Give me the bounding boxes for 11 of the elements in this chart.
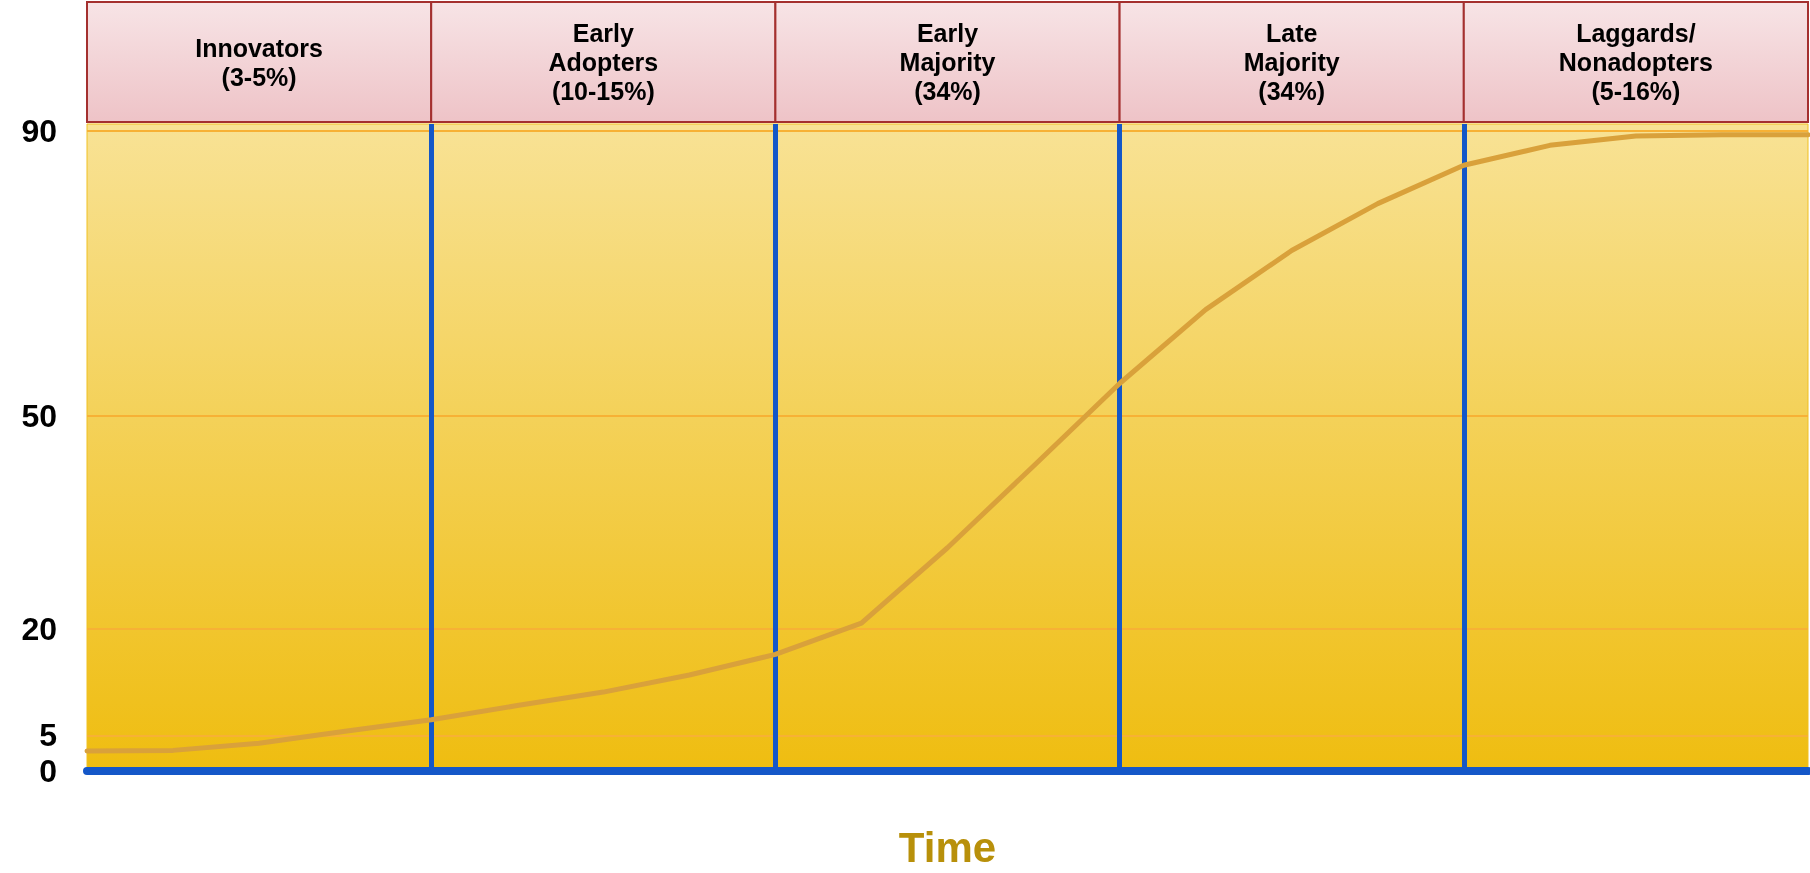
y-tick-label: 20 — [21, 610, 57, 647]
y-tick-label: 5 — [39, 717, 57, 754]
text: Early Adopters (10-15%) — [548, 19, 659, 105]
text: Late Majority (34%) — [1243, 19, 1340, 105]
text: Early Majority (34%) — [899, 19, 996, 105]
y-tick-label: 90 — [21, 113, 57, 150]
y-tick-label: 0 — [39, 753, 57, 789]
x-axis-title: Time — [898, 823, 997, 871]
text: Innovators (3-5%) — [195, 33, 323, 91]
text: Laggards/ Nonadopters (5-16%) — [1558, 19, 1713, 105]
y-tick-label: 50 — [21, 397, 57, 434]
